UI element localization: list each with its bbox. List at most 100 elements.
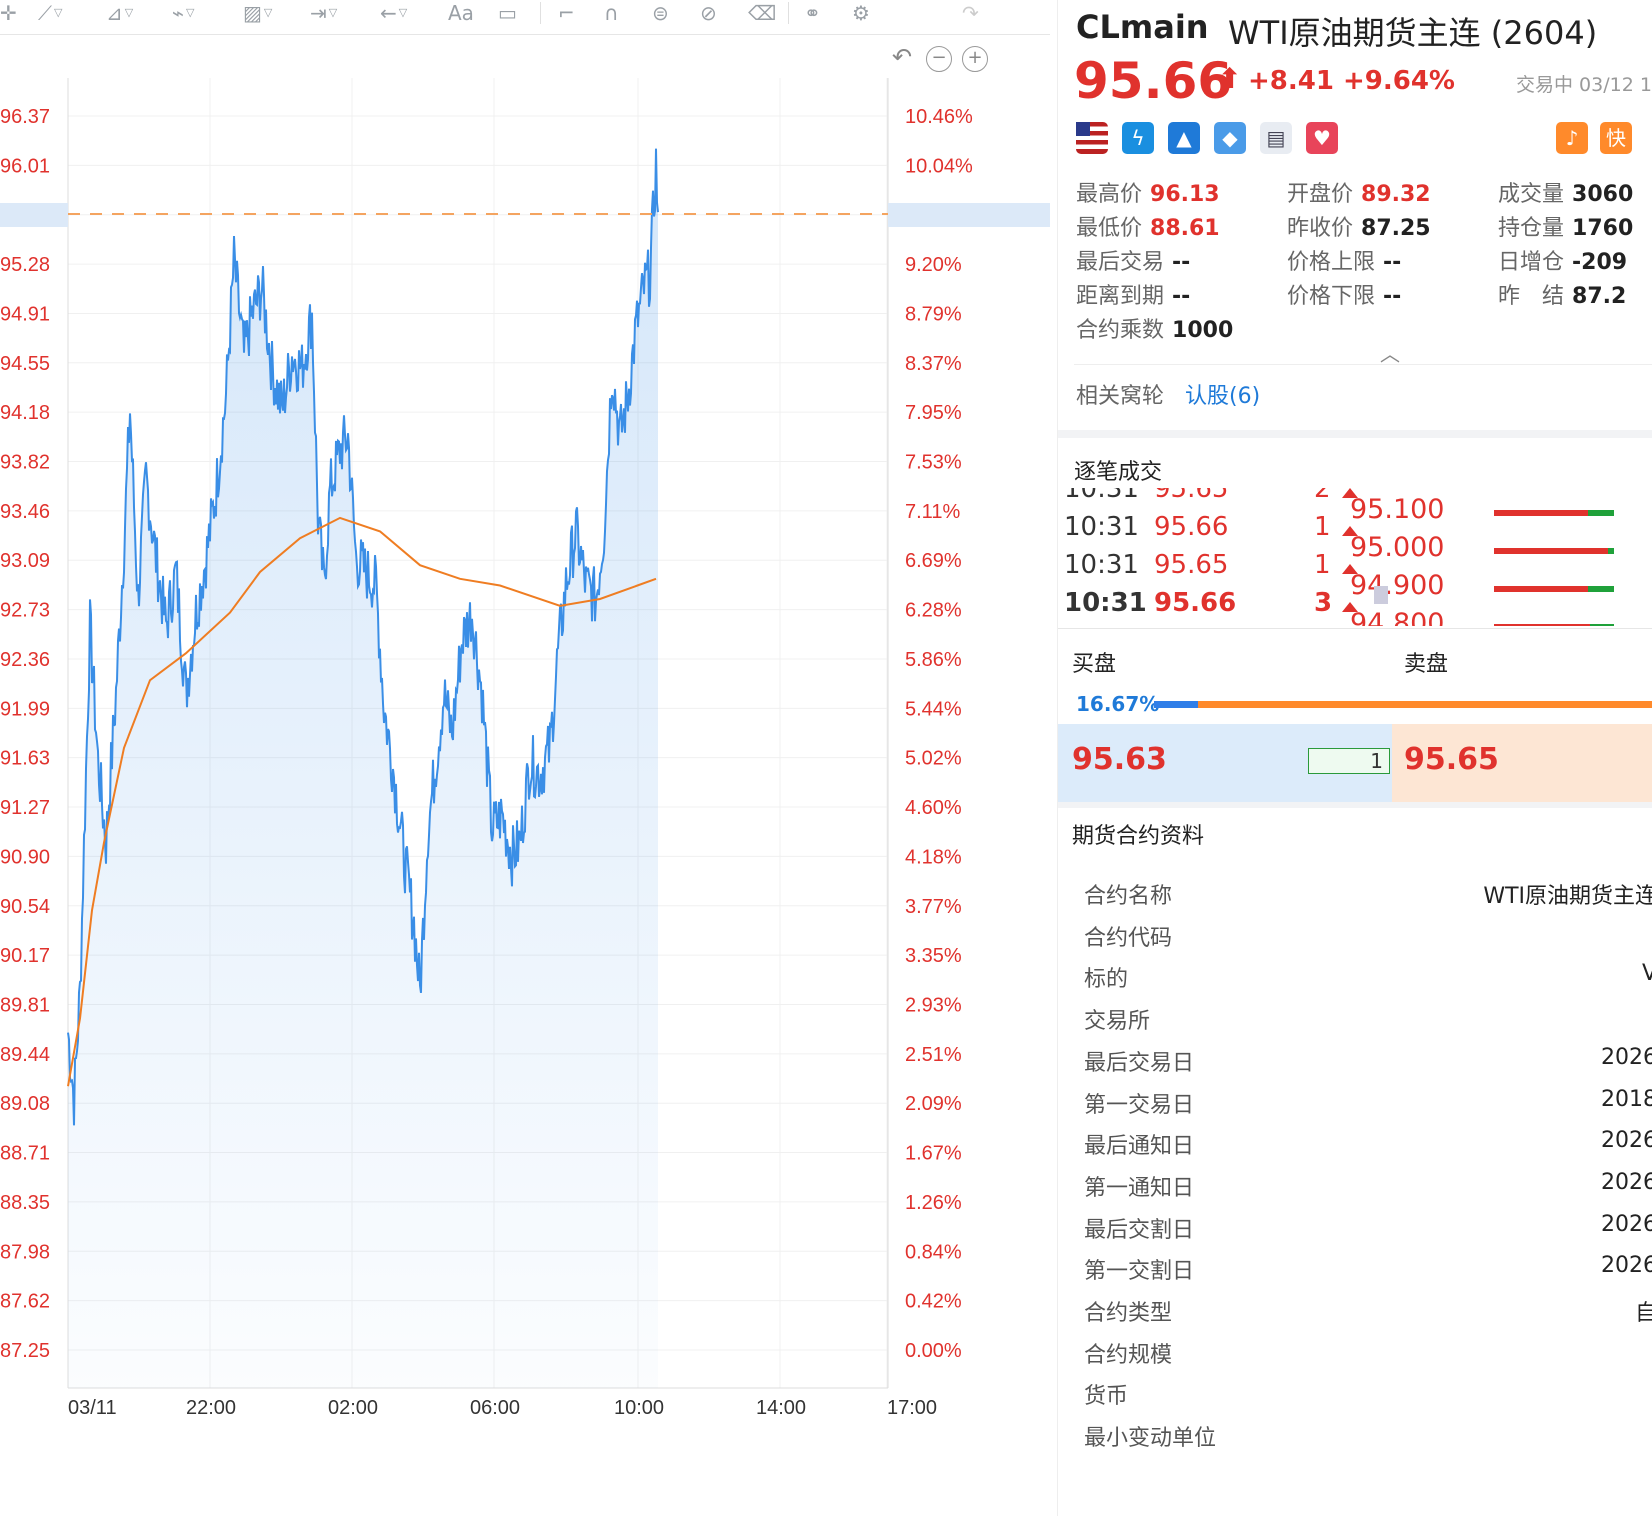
ratio-bar — [1154, 701, 1652, 708]
price-tick: 88.71 — [0, 1143, 50, 1165]
stat-label: 价格下限 — [1287, 284, 1376, 309]
compare-icon[interactable]: ⚭ — [804, 1, 821, 25]
contract-field-label: 标的 — [1084, 967, 1129, 993]
note-icon[interactable]: ▭ — [498, 1, 517, 25]
price-tick: 87.98 — [0, 1241, 50, 1263]
time-tick: 17:00 — [887, 1397, 937, 1419]
price-tick: 89.44 — [0, 1044, 50, 1066]
eraser-icon[interactable]: ⌐ — [558, 1, 575, 25]
price-tick: 91.27 — [0, 797, 50, 819]
up-triangle-icon — [1342, 488, 1358, 498]
measure-icon[interactable]: ⇥ ▽ — [310, 1, 338, 25]
hide-drawing-icon[interactable]: ⊘ — [700, 1, 717, 25]
related-warrants-link[interactable]: 认股(6) — [1185, 384, 1261, 409]
stat-value: 87.2 — [1572, 284, 1627, 309]
crosshair-icon[interactable]: ✛ — [0, 1, 17, 25]
trash-icon[interactable]: ⌫ — [748, 1, 777, 25]
stat-field: 价格上限 -- — [1287, 244, 1401, 276]
stat-value: 88.61 — [1150, 216, 1220, 241]
percent-tick: 10.04% — [905, 155, 973, 177]
back-arrow-icon[interactable]: ← ▽ — [380, 1, 408, 25]
price-tick: 96.37 — [0, 106, 50, 128]
trading-status: 交易中 03/12 1 — [1516, 74, 1652, 96]
symbol-code: CLmain — [1076, 8, 1209, 46]
contract-field-label: 最后交割日 — [1084, 1217, 1195, 1243]
tick-scrollbar[interactable] — [1374, 586, 1388, 604]
tick-volume: 3 — [1314, 588, 1333, 618]
tick-price: 95.66 — [1154, 588, 1237, 618]
collapse-icon[interactable]: ︿ — [1380, 342, 1400, 366]
contract-field-value: 自 — [1635, 1295, 1652, 1327]
percent-axis: 10.46%10.04%9.64%9.20%8.79%8.37%7.95%7.5… — [905, 106, 973, 1362]
up-triangle-icon — [1342, 564, 1358, 574]
trend-line-icon[interactable]: ⟋ ▽ — [38, 1, 63, 25]
price-tick: 93.82 — [0, 452, 50, 474]
stat-field: 昨收价 87.25 — [1287, 210, 1431, 242]
zoom-out-icon[interactable]: − — [926, 46, 952, 72]
stat-label: 开盘价 — [1287, 182, 1354, 207]
lightning-icon[interactable]: ϟ — [1122, 122, 1154, 154]
intraday-chart[interactable]: 96.3796.0195.6695.2894.9194.5594.1893.82… — [0, 36, 1050, 1516]
tick-volume: 2 — [1314, 488, 1331, 504]
contract-field-label: 最小变动单位 — [1084, 1426, 1217, 1452]
doc-icon[interactable]: ▤ — [1260, 122, 1292, 154]
price-tick: 93.46 — [0, 501, 50, 523]
contract-field-label: 第一交易日 — [1084, 1092, 1195, 1118]
stat-label: 最后交易 — [1076, 250, 1165, 275]
price-axis: 96.3796.0195.6695.2894.9194.5594.1893.82… — [0, 106, 50, 1362]
percent-tick: 4.18% — [905, 846, 962, 868]
percent-tick: 0.00% — [905, 1340, 962, 1362]
contract-field-label: 合约类型 — [1084, 1301, 1173, 1326]
last-price: 95.66 — [1074, 52, 1233, 110]
bid-price: 95.63 — [1072, 742, 1167, 777]
stat-label: 持仓量 — [1498, 216, 1565, 241]
ask-row[interactable] — [1392, 724, 1652, 802]
redo-icon[interactable]: ↷ — [962, 1, 979, 25]
crowd-icon[interactable]: ▲ — [1168, 122, 1200, 154]
tick-time: 10:31 — [1064, 512, 1139, 542]
stat-field: 开盘价 89.32 — [1287, 176, 1431, 208]
stat-value: 3060 — [1572, 182, 1634, 207]
ray-icon[interactable]: ⊿ ▽ — [106, 1, 134, 25]
magnet-icon[interactable]: ∩ — [604, 1, 619, 25]
zoom-in-icon[interactable]: + — [962, 46, 988, 72]
bell-icon[interactable]: ♪ — [1556, 122, 1588, 154]
stat-label: 昨 结 — [1498, 284, 1565, 309]
quick-trade-icon[interactable]: 快 — [1600, 122, 1632, 154]
stat-value: -- — [1383, 250, 1402, 275]
tick-price: 95.66 — [1154, 512, 1229, 542]
up-arrow-icon: ⬆ — [1218, 62, 1242, 95]
tick-volume: 1 — [1314, 512, 1331, 542]
percent-tick: 1.26% — [905, 1192, 962, 1214]
percent-tick: 3.35% — [905, 945, 962, 967]
shape-icon[interactable]: ▨ ▽ — [243, 1, 273, 25]
up-triangle-icon — [1342, 526, 1358, 536]
stat-field: 最高价 96.13 — [1076, 176, 1220, 208]
stat-value: -- — [1172, 250, 1191, 275]
price-tick: 91.99 — [0, 698, 50, 720]
stat-field: 昨 结 87.2 — [1498, 278, 1626, 310]
price-level: 95.100 — [1350, 494, 1445, 525]
time-tick: 22:00 — [186, 1397, 236, 1419]
stat-label: 昨收价 — [1287, 216, 1354, 241]
time-tick: 06:00 — [470, 1397, 520, 1419]
reset-icon[interactable]: ↶ — [891, 43, 913, 71]
tag-icon[interactable]: ◆ — [1214, 122, 1246, 154]
tick-list[interactable]: 10:31 95.65 2 10:31 95.66 1 10:31 95.65 1 10:31 95… — [1058, 488, 1652, 626]
time-tick: 02:00 — [328, 1397, 378, 1419]
buy-ratio: 16.67% — [1076, 692, 1160, 716]
stat-value: 96.13 — [1150, 182, 1220, 207]
tick-price: 95.65 — [1154, 550, 1229, 580]
heart-icon[interactable]: ♥ — [1306, 122, 1338, 154]
polyline-icon[interactable]: ⌁ ▽ — [172, 1, 195, 25]
price-tick: 88.35 — [0, 1192, 50, 1214]
price-line — [67, 148, 659, 1126]
time-axis: 03/11 22:00 02:00 06:00 10:00 14:00 17:00 — [68, 1397, 937, 1419]
settings-icon[interactable]: ⚙ — [852, 1, 870, 25]
percent-tick: 5.44% — [905, 698, 962, 720]
stat-value: 89.32 — [1361, 182, 1431, 207]
lock-drawing-icon[interactable]: ⊜ — [652, 1, 669, 25]
text-icon[interactable]: Aa — [448, 1, 474, 25]
contract-field-value: 2026 — [1601, 1169, 1652, 1195]
drawing-toolbar: ✛ ⟋ ▽ ⊿ ▽ ⌁ ▽ ▨ ▽ ⇥ ▽ ← ▽ Aa ▭ ⌐ ∩ ⊜ ⊘ ⌫ ⚭ ⚙ ↷ — [0, 0, 1050, 35]
